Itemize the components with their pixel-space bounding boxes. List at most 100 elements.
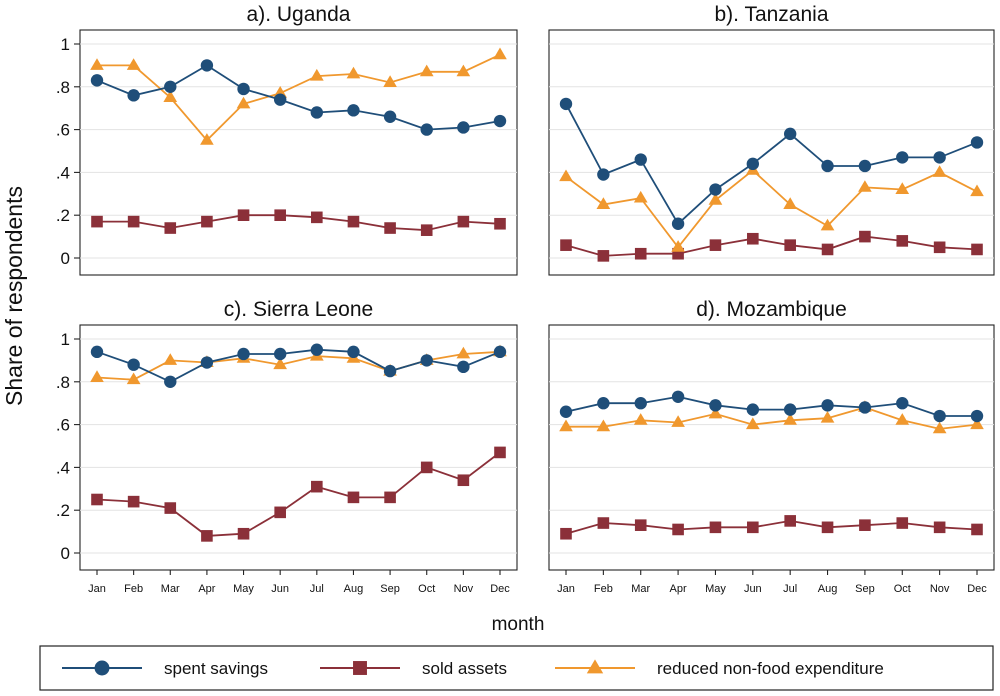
point-sold — [634, 247, 647, 260]
point-sold — [127, 495, 140, 508]
point-reduced — [90, 58, 104, 70]
point-reduced — [310, 68, 324, 81]
point-sold — [457, 474, 470, 487]
point-reduced — [671, 240, 685, 252]
point-reduced — [746, 417, 760, 430]
series-spent — [90, 343, 507, 388]
series-sold — [91, 209, 506, 236]
point-spent — [597, 397, 610, 410]
point-sold — [933, 241, 946, 254]
legend-items: spent savings sold assets reduced non-food… — [62, 659, 884, 678]
point-spent — [420, 123, 433, 136]
panel-3: c). Sierra Leone 0 .2 .4 .6 .8 1 Jan Feb Mar Apr Ma… — [56, 298, 518, 595]
panels: a). Uganda 0 .2 .4 .6 .8 1 b). Tanzania c). Sier… — [56, 3, 995, 595]
x-tick-label: Nov — [454, 583, 474, 595]
point-sold — [494, 217, 506, 230]
point-sold — [457, 215, 470, 228]
plot-frame — [79, 324, 518, 571]
plot-frame — [79, 29, 518, 276]
y-tick-label: 1 — [61, 35, 70, 54]
x-tick-label: Aug — [344, 583, 364, 595]
point-spent — [597, 168, 610, 181]
y-tick-label: 0 — [61, 249, 70, 268]
point-spent — [858, 159, 872, 173]
point-sold — [859, 230, 871, 243]
point-sold — [384, 222, 396, 234]
point-spent — [896, 397, 909, 410]
point-reduced — [596, 197, 611, 209]
point-sold — [784, 239, 796, 251]
point-reduced — [671, 415, 685, 427]
point-spent — [310, 343, 324, 356]
legend-item-spent: spent savings — [62, 659, 268, 678]
x-tick-label: Dec — [967, 583, 987, 595]
point-spent — [127, 89, 140, 102]
point-sold — [634, 519, 647, 531]
panel-title: b). Tanzania — [714, 3, 828, 26]
point-spent — [347, 345, 360, 359]
point-sold — [971, 243, 983, 256]
series-line-spent — [565, 103, 978, 226]
series-line-sold — [97, 214, 501, 232]
point-spent — [383, 364, 397, 378]
y-tick-label: .4 — [56, 458, 70, 477]
x-tick-label: Nov — [930, 583, 950, 595]
point-reduced — [90, 370, 104, 382]
point-sold — [164, 502, 177, 514]
point-reduced — [783, 197, 797, 209]
x-tick-label: Sep — [380, 583, 400, 595]
point-reduced — [708, 406, 723, 419]
point-reduced — [559, 419, 573, 432]
point-reduced — [932, 165, 947, 177]
panel-4: d). Mozambique Jan Feb Mar Apr May Jun Jul Aug Se… — [548, 298, 995, 595]
x-tick-label: Jun — [271, 583, 289, 595]
point-sold — [560, 239, 572, 251]
series-line-sold — [565, 519, 978, 535]
point-reduced — [820, 411, 835, 423]
point-reduced — [633, 190, 648, 203]
point-reduced — [493, 47, 507, 60]
legend-item-reduced: reduced non-food expenditure — [555, 659, 884, 678]
point-sold — [237, 209, 250, 221]
point-spent — [821, 399, 834, 412]
point-spent — [457, 360, 470, 374]
series-line-sold — [96, 451, 501, 537]
series-sold — [560, 230, 983, 262]
point-reduced — [456, 64, 471, 77]
series-line-reduced — [565, 169, 978, 249]
point-spent — [746, 157, 760, 171]
point-reduced — [633, 413, 648, 425]
point-spent — [671, 217, 685, 230]
point-spent — [164, 375, 177, 388]
plot-frame — [548, 29, 995, 276]
panel-1: a). Uganda 0 .2 .4 .6 .8 1 — [56, 3, 518, 276]
x-tick-label: Mar — [161, 583, 180, 595]
point-reduced — [783, 413, 797, 425]
point-reduced — [346, 66, 361, 79]
legend-box — [39, 645, 994, 691]
point-sold — [933, 521, 946, 534]
point-spent — [310, 106, 324, 119]
point-sold — [91, 493, 103, 506]
series-spent — [559, 390, 984, 423]
point-sold — [709, 239, 722, 251]
point-spent — [237, 347, 250, 361]
point-spent — [493, 114, 507, 128]
point-sold — [91, 215, 103, 228]
point-reduced — [126, 58, 141, 70]
point-spent — [709, 183, 722, 196]
point-sold — [201, 530, 213, 542]
point-reduced — [236, 96, 251, 109]
point-sold — [420, 224, 433, 236]
point-spent — [457, 121, 470, 134]
point-sold — [971, 523, 983, 536]
point-sold — [127, 215, 140, 228]
point-spent — [90, 345, 104, 359]
y-tick-label: .4 — [56, 163, 70, 182]
y-tick-label: .2 — [56, 501, 70, 520]
point-reduced — [456, 346, 471, 359]
point-spent — [970, 136, 984, 149]
series-reduced — [90, 47, 507, 145]
series-line-reduced — [566, 406, 978, 430]
